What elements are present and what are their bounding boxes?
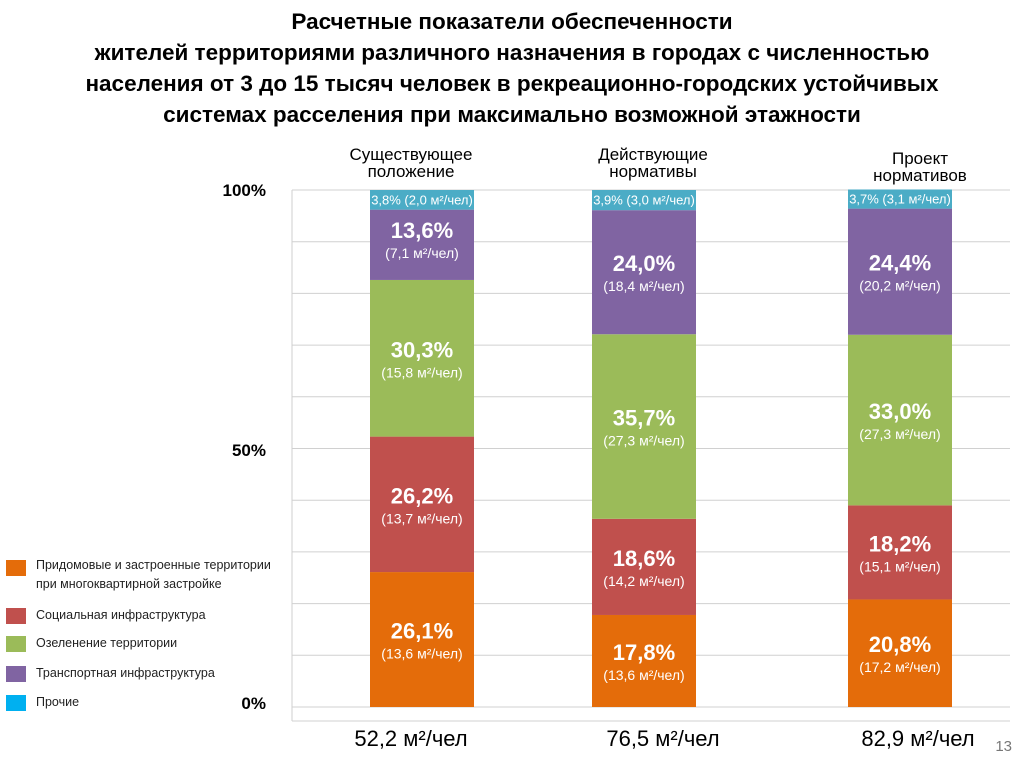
data-label: 20,8%: [869, 632, 931, 657]
data-label: 18,6%: [613, 546, 675, 571]
legend-swatch: [6, 560, 26, 576]
legend-label-line: Транспортная инфраструктура: [36, 666, 215, 680]
bar-segment-transport: [848, 208, 952, 335]
column-header-line: положение: [367, 162, 455, 181]
legend-label: Прочие: [36, 693, 79, 712]
data-label-area: (7,1 м²/чел): [385, 245, 459, 261]
data-label: 17,8%: [613, 640, 675, 665]
data-label: 26,2%: [391, 483, 453, 508]
data-label-area: (13,6 м²/чел): [381, 646, 462, 662]
legend-swatch: [6, 695, 26, 711]
bar-segment-social: [848, 505, 952, 600]
data-label: 24,0%: [613, 251, 675, 276]
bar-segment-other: [848, 189, 952, 209]
bar-segment-transport: [370, 209, 474, 280]
bar-segment-social: [370, 436, 474, 573]
column-header-line: Существующее: [349, 145, 473, 164]
legend-swatch: [6, 608, 26, 624]
data-label-area: (20,2 м²/чел): [859, 278, 940, 294]
data-label: 24,4%: [869, 251, 931, 276]
data-label: 33,0%: [869, 399, 931, 424]
legend-swatch: [6, 666, 26, 682]
bar-segment-green: [370, 279, 474, 437]
legend-swatch: [6, 636, 26, 652]
total-area-project: 82,9 м²/чел: [861, 726, 975, 751]
data-label-area: (17,2 м²/чел): [859, 659, 940, 675]
data-label-area: (14,2 м²/чел): [603, 573, 684, 589]
bar-segment-transport: [592, 210, 696, 335]
data-label-area: (15,1 м²/чел): [859, 558, 940, 574]
column-header-line: Действующие: [598, 145, 708, 164]
legend-label: Озеленение территории: [36, 634, 177, 653]
total-area-existing: 52,2 м²/чел: [354, 726, 468, 751]
bar-segment-other: [370, 190, 474, 210]
chart-title-line: системах расселения при максимально возм…: [163, 102, 861, 127]
total-area-current: 76,5 м²/чел: [606, 726, 720, 751]
data-label: 18,2%: [869, 531, 931, 556]
data-label: 30,3%: [391, 337, 453, 362]
data-label: 3,7% (3,1 м²/чел): [849, 192, 951, 207]
data-label-area: (27,3 м²/чел): [603, 433, 684, 449]
legend-label: Транспортная инфраструктура: [36, 664, 215, 683]
chart-title-line: жителей территориями различного назначен…: [94, 40, 930, 65]
data-label-area: (13,7 м²/чел): [381, 510, 462, 526]
column-header-project: Проект нормативов: [820, 150, 1020, 184]
legend-label: Придомовые и застроенные территории при …: [36, 556, 271, 594]
chart-title-line: населения от 3 до 15 тысяч человек в рек…: [85, 71, 939, 96]
data-label: 3,8% (2,0 м²/чел): [371, 192, 473, 207]
data-label-area: (15,8 м²/чел): [381, 364, 462, 380]
legend-label-line: Социальная инфраструктура: [36, 608, 206, 622]
data-label-area: (18,4 м²/чел): [603, 278, 684, 294]
bar-segment-other: [592, 190, 696, 211]
column-header-current: Действующие нормативы: [553, 146, 753, 180]
column-header-existing: Существующее положение: [311, 146, 511, 180]
column-header-line: нормативы: [609, 162, 697, 181]
data-label-area: (13,6 м²/чел): [603, 667, 684, 683]
legend-label-line: Прочие: [36, 695, 80, 709]
y-tick-label: 100%: [222, 181, 266, 200]
legend-label: Социальная инфраструктура: [36, 606, 206, 625]
legend-label-line: Придомовые и застроенные территории: [36, 558, 271, 572]
bar-segment-social: [592, 518, 696, 615]
bar-segment-green: [848, 334, 952, 506]
data-label-area: (27,3 м²/чел): [859, 426, 940, 442]
data-label: 35,7%: [613, 406, 675, 431]
bar-segment-green: [592, 334, 696, 519]
y-tick-label: 50%: [231, 441, 266, 460]
bar-segment-housing: [848, 599, 952, 707]
page-number: 13: [995, 738, 1012, 755]
data-label: 26,1%: [391, 619, 453, 644]
chart-title-line: Расчетные показатели обеспеченности: [291, 9, 733, 34]
data-label: 3,9% (3,0 м²/чел): [593, 193, 695, 208]
column-header-line: нормативов: [873, 166, 967, 185]
column-header-line: Проект: [892, 149, 948, 168]
legend-label-line: Озеленение территории: [36, 636, 178, 650]
bar-segment-housing: [592, 614, 696, 707]
data-label: 13,6%: [391, 218, 453, 243]
legend-label-line: при многоквартирной застройке: [36, 577, 222, 591]
y-tick-label: 0%: [241, 694, 266, 713]
chart-title: Расчетные показатели обеспеченности жите…: [0, 6, 1024, 130]
bar-segment-housing: [370, 572, 474, 707]
